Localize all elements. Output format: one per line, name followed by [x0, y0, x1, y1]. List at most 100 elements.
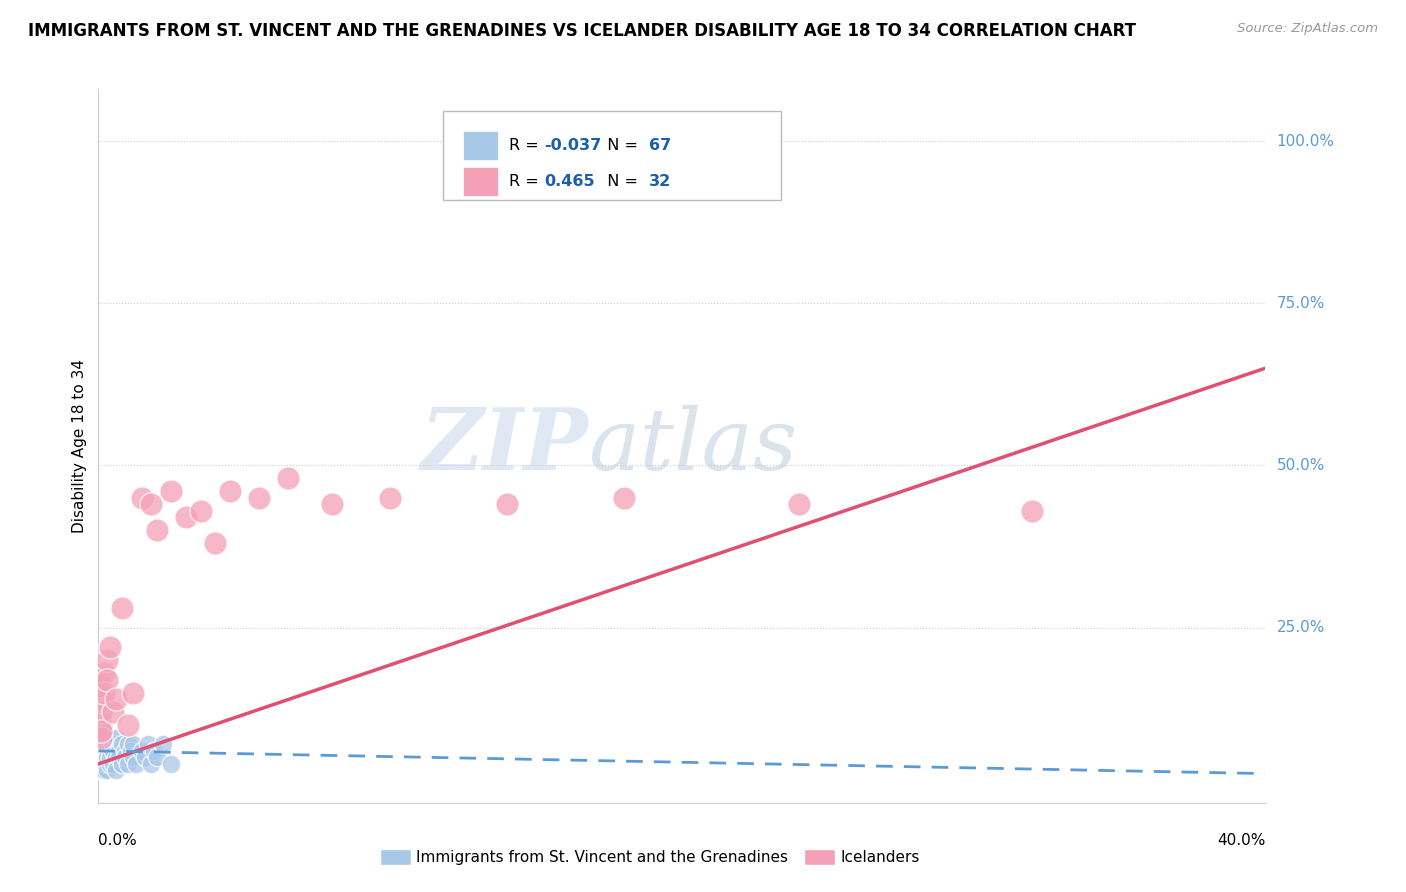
Point [96, 750, 118, 764]
Point [96, 764, 118, 778]
Point [93, 744, 115, 758]
Text: 0.465: 0.465 [544, 174, 595, 189]
Text: 32: 32 [650, 174, 672, 189]
Point [93, 750, 115, 764]
Point [111, 601, 134, 615]
Point [96, 653, 118, 667]
Point [101, 756, 124, 771]
Point [321, 497, 343, 511]
Text: R =: R = [509, 174, 550, 189]
Point [120, 744, 142, 758]
Point [90, 756, 112, 771]
Point [125, 756, 148, 771]
Point [93, 744, 115, 758]
Point [101, 744, 124, 758]
Point [87, 764, 110, 778]
FancyBboxPatch shape [443, 111, 782, 200]
Point [122, 738, 145, 752]
Point [114, 750, 136, 764]
Point [146, 750, 169, 764]
Point [93, 764, 115, 778]
Point [90, 724, 112, 739]
Point [90, 731, 112, 745]
Point [96, 744, 118, 758]
Point [122, 685, 145, 699]
Text: 75.0%: 75.0% [1277, 296, 1324, 310]
Point [90, 764, 112, 778]
Point [136, 738, 159, 752]
Point [98, 731, 121, 745]
Text: N =: N = [596, 174, 643, 189]
Point [1021, 504, 1043, 518]
Point [104, 764, 127, 778]
Point [142, 744, 165, 758]
Text: -0.037: -0.037 [544, 138, 602, 153]
Point [98, 756, 121, 771]
Point [93, 764, 115, 778]
Point [378, 491, 402, 505]
Point [90, 744, 112, 758]
Point [101, 738, 124, 752]
Point [612, 491, 634, 505]
Point [93, 756, 115, 771]
Point [98, 744, 121, 758]
Point [96, 731, 118, 745]
Point [101, 705, 124, 719]
Point [111, 756, 134, 771]
Point [104, 750, 127, 764]
Point [90, 731, 112, 745]
Point [90, 750, 112, 764]
Point [96, 756, 118, 771]
FancyBboxPatch shape [463, 131, 498, 160]
Point [218, 484, 240, 499]
Point [93, 756, 115, 771]
Point [174, 510, 197, 524]
Point [90, 744, 112, 758]
Text: R =: R = [509, 138, 544, 153]
Text: 0.0%: 0.0% [98, 833, 138, 848]
Point [111, 738, 134, 752]
Point [190, 504, 212, 518]
Point [277, 471, 299, 485]
Point [90, 705, 112, 719]
Point [93, 731, 115, 745]
Point [134, 750, 156, 764]
Text: 100.0%: 100.0% [1277, 134, 1334, 149]
Point [146, 524, 169, 538]
Point [787, 497, 810, 511]
Point [495, 497, 517, 511]
Point [139, 756, 162, 771]
Point [87, 731, 110, 745]
Point [93, 738, 115, 752]
Point [93, 750, 115, 764]
Point [90, 738, 112, 752]
Point [114, 744, 136, 758]
Point [93, 685, 115, 699]
Text: 67: 67 [650, 138, 672, 153]
Point [204, 536, 226, 550]
Text: atlas: atlas [589, 405, 797, 487]
FancyBboxPatch shape [463, 167, 498, 195]
Point [98, 640, 121, 654]
Point [90, 764, 112, 778]
Point [90, 744, 112, 758]
Point [104, 692, 127, 706]
Text: Icelanders: Icelanders [841, 850, 920, 864]
Point [117, 718, 139, 732]
Text: IMMIGRANTS FROM ST. VINCENT AND THE GRENADINES VS ICELANDER DISABILITY AGE 18 TO: IMMIGRANTS FROM ST. VINCENT AND THE GREN… [28, 22, 1136, 40]
Text: N =: N = [596, 138, 643, 153]
Point [90, 750, 112, 764]
Text: 25.0%: 25.0% [1277, 620, 1324, 635]
Text: 50.0%: 50.0% [1277, 458, 1324, 473]
Text: 40.0%: 40.0% [1218, 833, 1265, 848]
Point [96, 750, 118, 764]
Point [152, 738, 174, 752]
Point [87, 750, 110, 764]
Point [90, 731, 112, 745]
Y-axis label: Disability Age 18 to 34: Disability Age 18 to 34 [72, 359, 87, 533]
Point [104, 731, 127, 745]
Text: Immigrants from St. Vincent and the Grenadines: Immigrants from St. Vincent and the Gren… [416, 850, 789, 864]
Point [90, 756, 112, 771]
Point [96, 738, 118, 752]
Point [122, 750, 145, 764]
